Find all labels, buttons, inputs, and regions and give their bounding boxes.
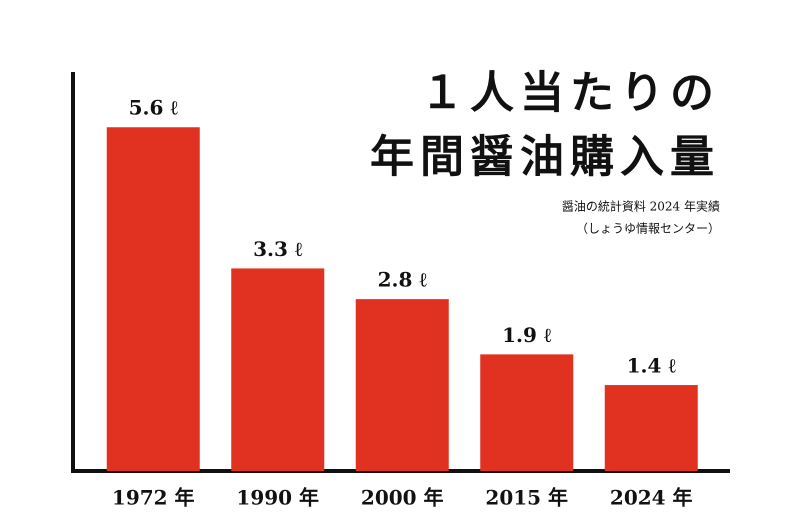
x-tick-label: 2024 年 (610, 486, 693, 510)
subtitle: 醤油の統計資料 2024 年実績 (562, 199, 720, 214)
bar (355, 299, 449, 471)
x-tick-label: 1972 年 (112, 486, 195, 510)
bar (106, 127, 200, 471)
bar (604, 385, 698, 471)
value-label: 3.3 ℓ (253, 237, 303, 261)
bar (480, 354, 574, 471)
x-tick-label: 1990 年 (236, 486, 319, 510)
x-tick-label: 2000 年 (361, 486, 444, 510)
subtitle: （しょうゆ情報センター） (576, 222, 720, 236)
x-tick-label: 2015 年 (485, 486, 568, 510)
value-label: 1.9 ℓ (502, 323, 552, 347)
value-label: 5.6 ℓ (129, 96, 179, 120)
chart-title: 年間醤油購入量 (370, 132, 720, 183)
bar (231, 268, 325, 471)
chart-title: １人当たりの (420, 68, 720, 119)
value-label: 2.8 ℓ (378, 268, 428, 292)
value-label: 1.4 ℓ (627, 354, 677, 378)
